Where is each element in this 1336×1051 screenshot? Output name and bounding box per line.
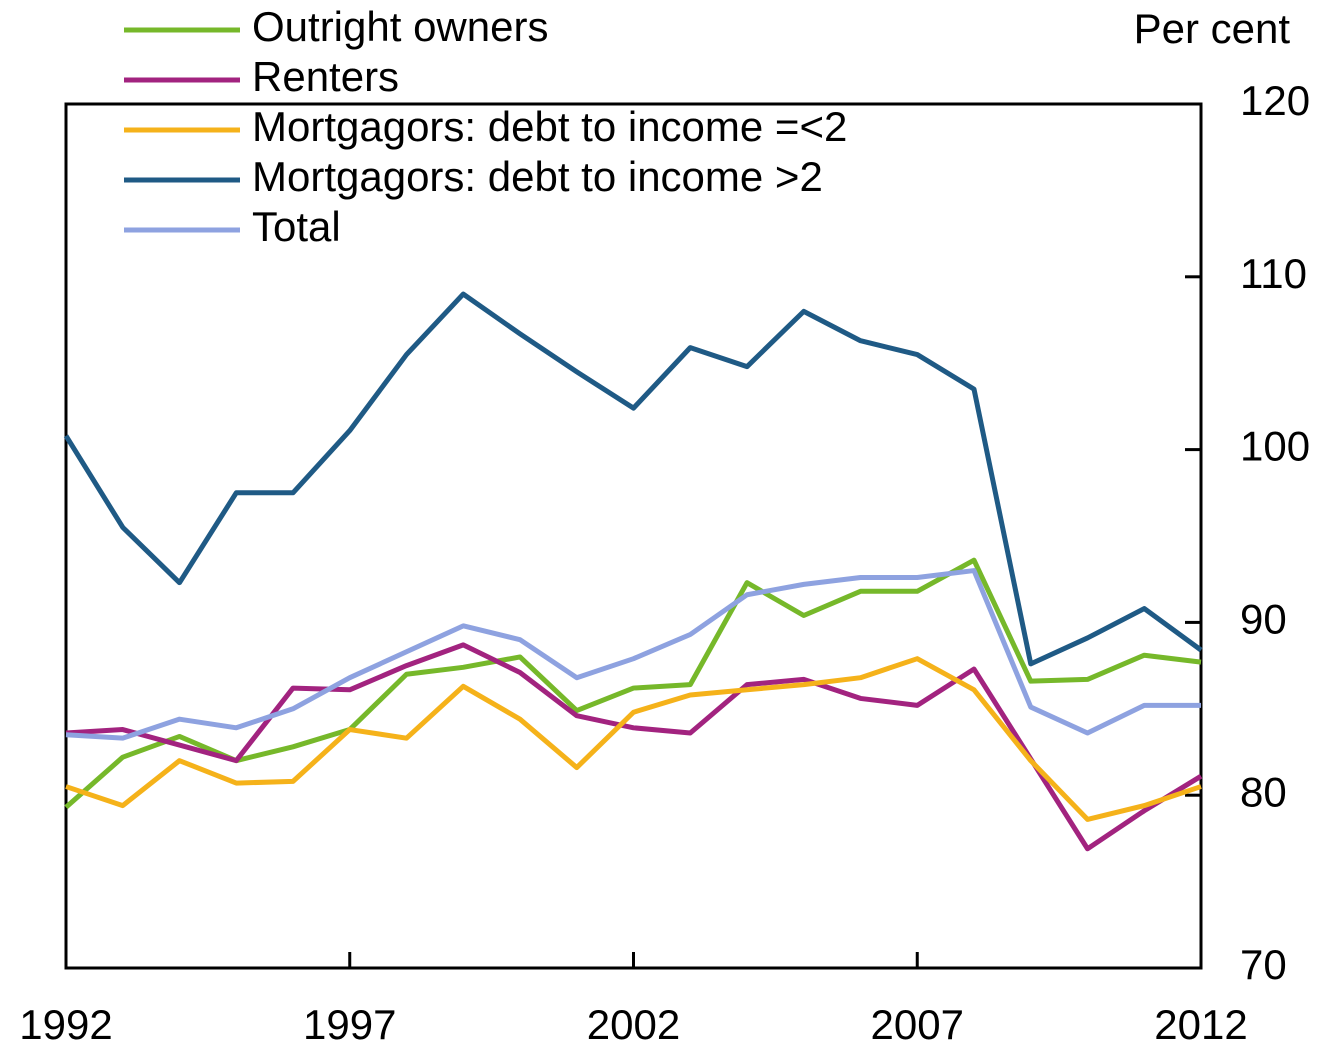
series-line (65, 642, 1203, 852)
x-tick-label: 2002 (587, 1001, 680, 1048)
y-tick-label: 70 (1240, 941, 1287, 988)
series-line (63, 291, 1203, 667)
series-line (65, 568, 1201, 741)
y-tick-label: 80 (1240, 768, 1287, 815)
legend-label: Mortgagors: debt to income >2 (252, 153, 823, 200)
y-tick-label: 90 (1240, 595, 1287, 642)
series-line (65, 656, 1202, 822)
legend-label: Total (252, 203, 341, 250)
legend-label: Outright owners (252, 3, 548, 50)
y-tick-label: 120 (1240, 77, 1310, 124)
y-tick-label: 100 (1240, 423, 1310, 470)
x-tick-label: 2012 (1154, 1001, 1247, 1048)
series-line (64, 557, 1202, 810)
plot-frame (64, 102, 1203, 970)
x-tick-label: 1992 (19, 1001, 112, 1048)
legend-label: Mortgagors: debt to income =<2 (252, 103, 847, 150)
y-tick-label: 110 (1240, 250, 1307, 297)
y-axis-label: Per cent (1134, 5, 1291, 52)
x-tick-label: 1997 (303, 1001, 396, 1048)
x-tick-label: 2007 (871, 1001, 964, 1048)
legend-label: Renters (252, 53, 399, 100)
